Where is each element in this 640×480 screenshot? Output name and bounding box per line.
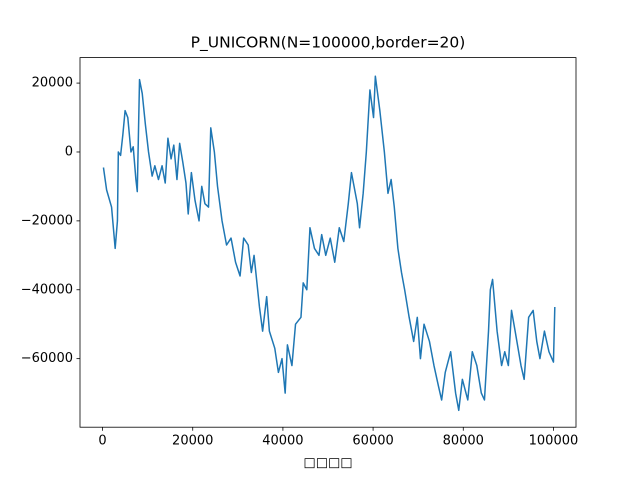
y-tick-label: −40000: [21, 282, 73, 297]
y-tick-label: −20000: [21, 213, 73, 228]
x-tick-label: 20000: [172, 434, 213, 449]
x-tick-label: 40000: [262, 434, 303, 449]
x-tick-label: 60000: [352, 434, 393, 449]
y-tick-label: 20000: [32, 76, 73, 91]
x-tick-label: 0: [98, 434, 106, 449]
x-tick-label: 100000: [529, 434, 579, 449]
y-tick-label: −60000: [21, 351, 73, 366]
plot-frame: [79, 57, 577, 428]
x-tick-label: 80000: [443, 434, 484, 449]
x-axis-label: □□□□: [303, 456, 352, 471]
data-line: [102, 75, 556, 412]
y-tick-label: 0: [65, 144, 73, 159]
chart-title: P_UNICORN(N=100000,border=20): [191, 34, 466, 53]
